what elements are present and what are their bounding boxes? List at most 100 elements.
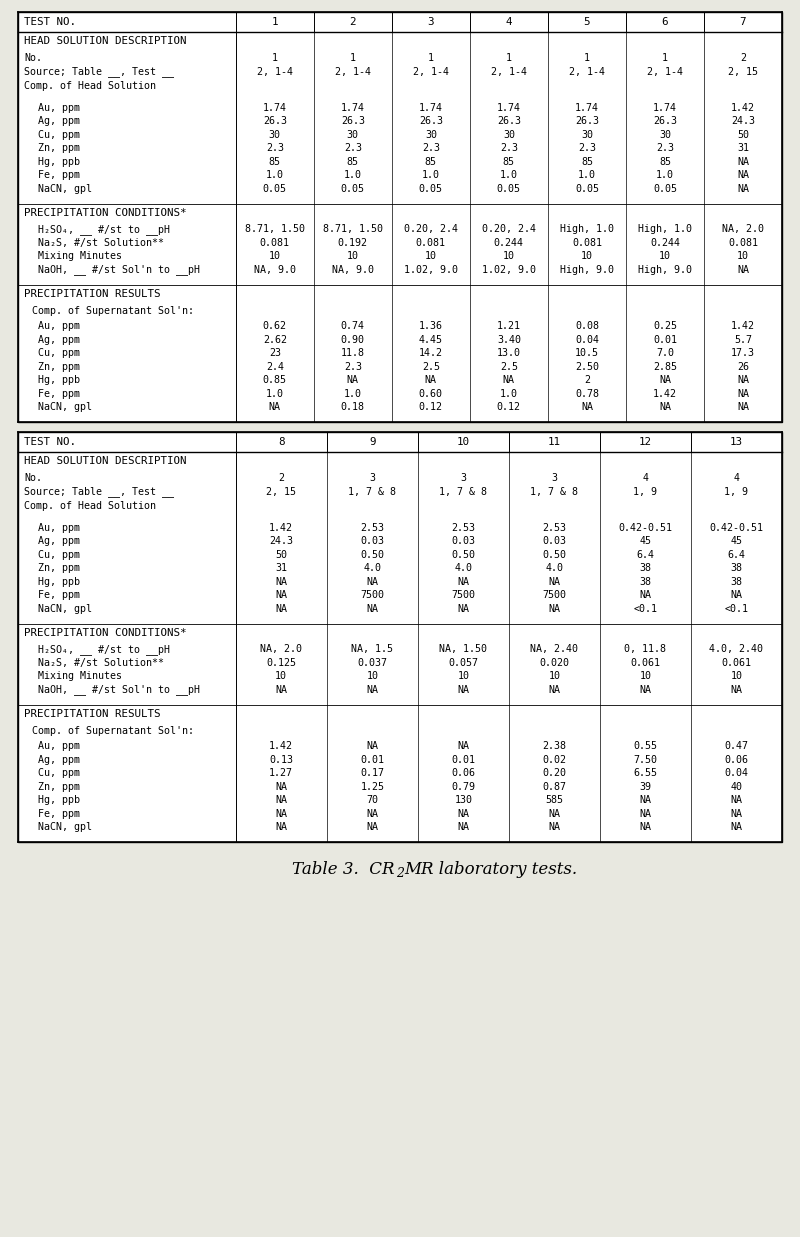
Text: NA: NA [275,823,287,833]
Text: NA: NA [366,685,378,695]
Text: Au, ppm: Au, ppm [38,741,80,751]
Text: Cu, ppm: Cu, ppm [38,549,80,560]
Text: High, 9.0: High, 9.0 [560,265,614,275]
Text: 31: 31 [737,143,749,153]
Text: 0.20, 2.4: 0.20, 2.4 [482,224,536,234]
Text: 0.06: 0.06 [451,768,475,778]
Text: 2.53: 2.53 [542,523,566,533]
Text: NA: NA [548,685,560,695]
Text: 2.3: 2.3 [266,143,284,153]
Text: 1: 1 [506,53,512,63]
Text: 1.42: 1.42 [270,523,294,533]
Text: 24.3: 24.3 [731,116,755,126]
Text: 1.42: 1.42 [270,741,294,751]
Text: H₂SO₄, __ #/st to __pH: H₂SO₄, __ #/st to __pH [38,643,170,654]
Text: 1: 1 [584,53,590,63]
Text: 85: 85 [346,157,358,167]
Text: NaOH, __ #/st Sol'n to __pH: NaOH, __ #/st Sol'n to __pH [38,684,200,695]
Text: 26.3: 26.3 [341,116,365,126]
Text: 0.081: 0.081 [728,238,758,247]
Text: 0.12: 0.12 [419,402,443,412]
Text: Au, ppm: Au, ppm [38,523,80,533]
Text: Comp. of Supernatant Sol'n:: Comp. of Supernatant Sol'n: [32,307,194,317]
Text: 11: 11 [548,437,561,447]
Text: 31: 31 [275,563,287,573]
Text: 1.42: 1.42 [731,322,755,332]
Text: HEAD SOLUTION DESCRIPTION: HEAD SOLUTION DESCRIPTION [24,456,186,466]
Text: 1.74: 1.74 [575,103,599,113]
Text: 1.36: 1.36 [419,322,443,332]
Text: 6: 6 [662,17,668,27]
Text: 2.5: 2.5 [422,361,440,372]
Text: 2, 1-4: 2, 1-4 [491,67,527,77]
Text: NA: NA [737,184,749,194]
Text: 10: 10 [346,251,358,261]
Text: 0.13: 0.13 [270,755,294,764]
Text: 2, 1-4: 2, 1-4 [647,67,683,77]
Text: 2.85: 2.85 [653,361,677,372]
Text: Cu, ppm: Cu, ppm [38,349,80,359]
Text: NA: NA [548,809,560,819]
Text: 10: 10 [548,672,560,682]
Text: 2.4: 2.4 [266,361,284,372]
Text: 0.192: 0.192 [338,238,368,247]
Text: NaOH, __ #/st Sol'n to __pH: NaOH, __ #/st Sol'n to __pH [38,265,200,275]
Text: NA: NA [639,823,651,833]
Text: 6.4: 6.4 [637,549,654,560]
Text: 4: 4 [642,473,649,482]
Text: NA: NA [275,685,287,695]
Text: 2.38: 2.38 [542,741,566,751]
Text: 10: 10 [269,251,281,261]
Text: 0.62: 0.62 [262,322,286,332]
Text: 0.25: 0.25 [653,322,677,332]
Text: NA: NA [737,388,749,398]
Text: 0.20: 0.20 [542,768,566,778]
Text: 1: 1 [350,53,356,63]
Text: NA: NA [737,171,749,181]
Text: 8.71, 1.50: 8.71, 1.50 [322,224,382,234]
Text: 2.62: 2.62 [262,335,286,345]
Text: 0.05: 0.05 [653,184,677,194]
Text: 0.081: 0.081 [572,238,602,247]
Text: NA: NA [639,795,651,805]
Text: 10: 10 [366,672,378,682]
Text: 0.50: 0.50 [542,549,566,560]
Text: 1.0: 1.0 [656,171,674,181]
Text: 40: 40 [730,782,742,792]
Text: 39: 39 [639,782,651,792]
Text: Comp. of Head Solution: Comp. of Head Solution [24,80,156,92]
Text: NA, 9.0: NA, 9.0 [254,265,296,275]
Text: 4.0: 4.0 [454,563,472,573]
Text: 2, 1-4: 2, 1-4 [413,67,449,77]
Text: 1: 1 [662,53,668,63]
Text: Hg, ppb: Hg, ppb [38,795,80,805]
Text: 1.42: 1.42 [653,388,677,398]
Text: High, 1.0: High, 1.0 [560,224,614,234]
Text: 38: 38 [730,563,742,573]
Text: 7500: 7500 [360,590,384,600]
Text: High, 9.0: High, 9.0 [638,265,692,275]
Text: Comp. of Head Solution: Comp. of Head Solution [24,501,156,511]
Text: 7500: 7500 [451,590,475,600]
Text: 2.50: 2.50 [575,361,599,372]
Text: 7.50: 7.50 [634,755,658,764]
Text: 2, 15: 2, 15 [728,67,758,77]
Text: 0.55: 0.55 [634,741,658,751]
Text: NaCN, gpl: NaCN, gpl [38,184,92,194]
Text: 130: 130 [454,795,472,805]
Text: 50: 50 [737,130,749,140]
Text: 4.45: 4.45 [419,335,443,345]
Text: 2, 1-4: 2, 1-4 [257,67,293,77]
Text: 7: 7 [740,17,746,27]
Text: 2.3: 2.3 [500,143,518,153]
Text: 0.47: 0.47 [725,741,749,751]
Text: 30: 30 [269,130,281,140]
Text: 0.020: 0.020 [539,658,570,668]
Text: 23: 23 [269,349,281,359]
Text: 0.60: 0.60 [419,388,443,398]
Text: 0.01: 0.01 [653,335,677,345]
Text: NA: NA [659,375,671,385]
Text: 38: 38 [639,563,651,573]
Text: NA: NA [639,590,651,600]
Text: NA: NA [639,685,651,695]
